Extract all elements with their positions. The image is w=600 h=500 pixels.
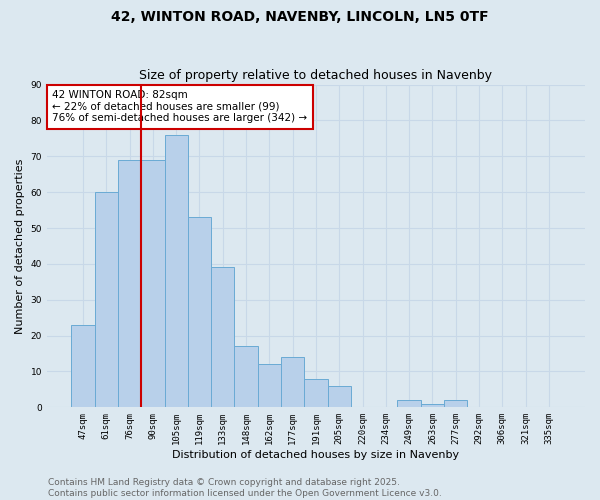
Bar <box>188 218 211 408</box>
Text: Contains HM Land Registry data © Crown copyright and database right 2025.
Contai: Contains HM Land Registry data © Crown c… <box>48 478 442 498</box>
Bar <box>211 268 235 408</box>
Bar <box>235 346 258 408</box>
Bar <box>444 400 467 407</box>
X-axis label: Distribution of detached houses by size in Navenby: Distribution of detached houses by size … <box>172 450 460 460</box>
Bar <box>258 364 281 408</box>
Bar <box>118 160 141 408</box>
Bar <box>71 325 95 407</box>
Y-axis label: Number of detached properties: Number of detached properties <box>15 158 25 334</box>
Bar <box>304 378 328 408</box>
Bar <box>164 135 188 407</box>
Bar <box>141 160 164 408</box>
Bar <box>421 404 444 407</box>
Bar <box>95 192 118 408</box>
Title: Size of property relative to detached houses in Navenby: Size of property relative to detached ho… <box>139 69 493 82</box>
Bar <box>281 357 304 408</box>
Bar <box>397 400 421 407</box>
Text: 42, WINTON ROAD, NAVENBY, LINCOLN, LN5 0TF: 42, WINTON ROAD, NAVENBY, LINCOLN, LN5 0… <box>111 10 489 24</box>
Text: 42 WINTON ROAD: 82sqm
← 22% of detached houses are smaller (99)
76% of semi-deta: 42 WINTON ROAD: 82sqm ← 22% of detached … <box>52 90 308 124</box>
Bar <box>328 386 351 407</box>
